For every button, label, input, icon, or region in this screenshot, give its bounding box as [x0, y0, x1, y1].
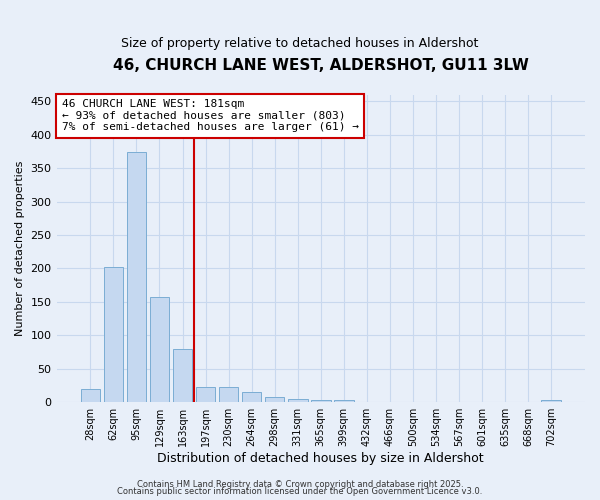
Bar: [196, 387, 215, 402]
Bar: [288, 399, 308, 402]
Bar: [334, 400, 353, 402]
Bar: [242, 392, 262, 402]
Text: Contains HM Land Registry data © Crown copyright and database right 2025.: Contains HM Land Registry data © Crown c…: [137, 480, 463, 489]
X-axis label: Distribution of detached houses by size in Aldershot: Distribution of detached houses by size …: [157, 452, 484, 465]
Bar: [541, 400, 561, 402]
Text: Contains public sector information licensed under the Open Government Licence v3: Contains public sector information licen…: [118, 487, 482, 496]
Bar: [149, 296, 169, 402]
Bar: [311, 400, 331, 402]
Bar: [265, 397, 284, 402]
Bar: [80, 390, 100, 402]
Bar: [219, 388, 238, 402]
Bar: [127, 152, 146, 402]
Text: 46 CHURCH LANE WEST: 181sqm
← 93% of detached houses are smaller (803)
7% of sem: 46 CHURCH LANE WEST: 181sqm ← 93% of det…: [62, 99, 359, 132]
Bar: [104, 267, 123, 402]
Title: 46, CHURCH LANE WEST, ALDERSHOT, GU11 3LW: 46, CHURCH LANE WEST, ALDERSHOT, GU11 3L…: [113, 58, 529, 72]
Text: Size of property relative to detached houses in Aldershot: Size of property relative to detached ho…: [121, 38, 479, 51]
Y-axis label: Number of detached properties: Number of detached properties: [15, 160, 25, 336]
Bar: [173, 348, 193, 402]
